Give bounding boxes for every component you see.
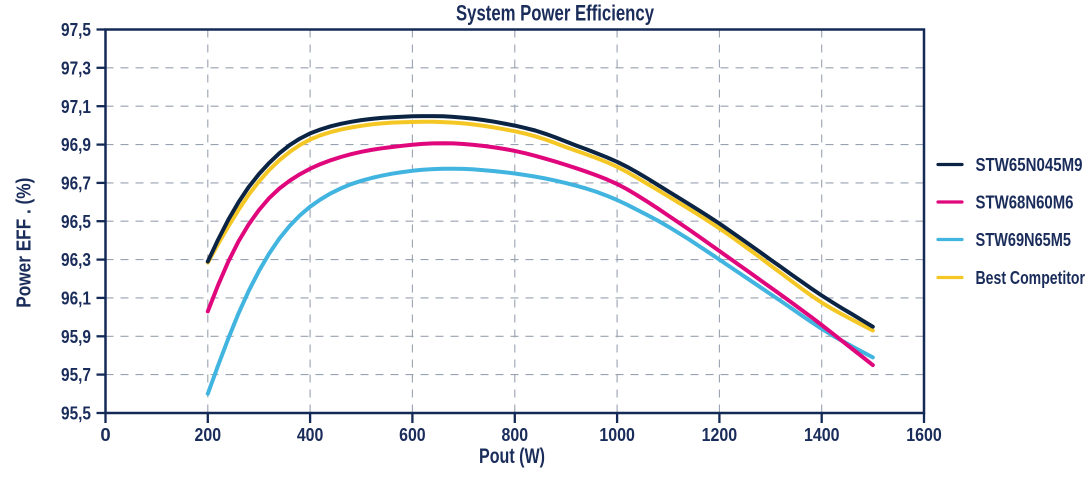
svg-text:1200: 1200 <box>702 424 738 445</box>
svg-text:0: 0 <box>100 424 110 445</box>
svg-text:STW69N65M5: STW69N65M5 <box>976 229 1072 250</box>
svg-text:200: 200 <box>195 424 222 445</box>
svg-text:96,9: 96,9 <box>61 134 91 155</box>
svg-text:1600: 1600 <box>906 424 942 445</box>
svg-text:96,1: 96,1 <box>61 288 91 309</box>
svg-text:1400: 1400 <box>804 424 840 445</box>
svg-text:95,5: 95,5 <box>61 403 91 424</box>
svg-text:97,1: 97,1 <box>61 96 91 117</box>
svg-text:97,3: 97,3 <box>61 57 91 78</box>
svg-text:Pout (W): Pout (W) <box>479 445 545 468</box>
svg-text:System Power Efficiency: System Power Efficiency <box>456 1 655 26</box>
svg-text:Best Competitor: Best Competitor <box>976 267 1086 288</box>
svg-text:96,5: 96,5 <box>61 211 91 232</box>
svg-text:97,5: 97,5 <box>61 19 91 40</box>
svg-text:Power EFF . (%): Power EFF . (%) <box>14 178 36 308</box>
svg-text:600: 600 <box>399 424 426 445</box>
svg-text:95,9: 95,9 <box>61 326 91 347</box>
svg-text:800: 800 <box>502 424 529 445</box>
svg-text:95,7: 95,7 <box>61 364 91 385</box>
svg-text:400: 400 <box>297 424 324 445</box>
svg-text:STW68N60M6: STW68N60M6 <box>976 192 1074 213</box>
svg-text:96,7: 96,7 <box>61 173 91 194</box>
svg-text:1000: 1000 <box>599 424 635 445</box>
svg-text:STW65N045M9: STW65N045M9 <box>976 154 1083 175</box>
svg-text:96,3: 96,3 <box>61 249 91 270</box>
